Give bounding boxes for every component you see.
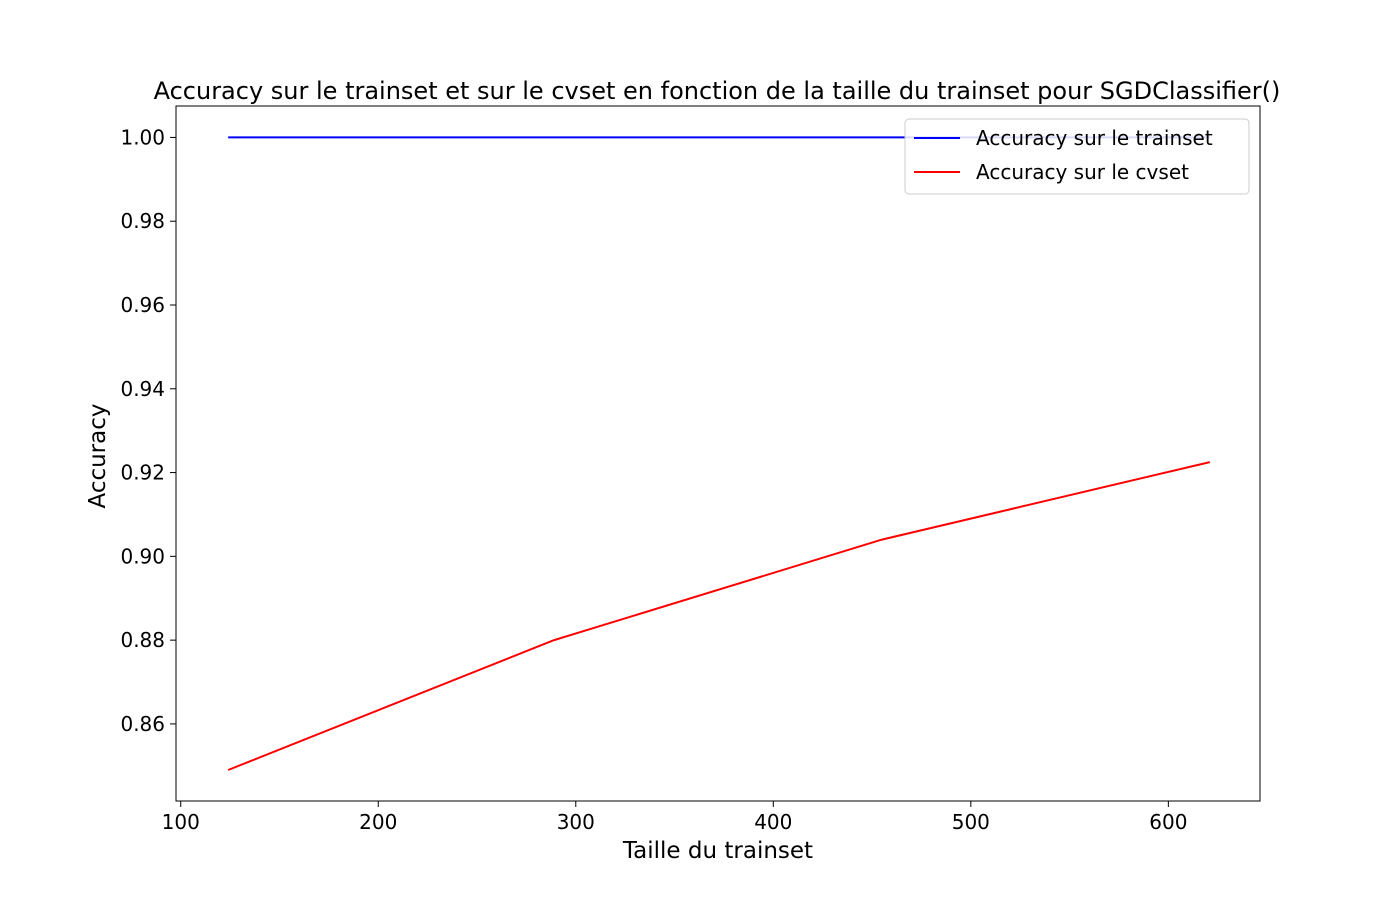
- y-tick-label: 0.88: [120, 628, 165, 652]
- x-tick-label: 300: [557, 810, 595, 834]
- legend-box: [904, 118, 1250, 195]
- series-line-2: [227, 461, 1211, 771]
- y-axis-label: Accuracy: [85, 403, 111, 508]
- x-axis-ticks: 100 200 300 400 500 600: [162, 801, 1187, 834]
- y-axis-ticks: 0.86 0.88 0.90 0.92 0.94 0.96 0.98 1.00: [120, 125, 176, 736]
- y-tick-label: 0.86: [120, 712, 165, 736]
- y-tick-label: 0.94: [120, 377, 165, 401]
- plot-area: 100 200 300 400 500 600 0.860.880.900.920.940…: [120, 105, 1261, 834]
- chart-title: Accuracy sur le trainset et sur le cvset…: [154, 77, 1281, 105]
- x-tick-label: 600: [1149, 810, 1187, 834]
- legend: Accuracy sur le trainset Accuracy sur le …: [904, 118, 1250, 195]
- plot-frame: [175, 105, 1261, 802]
- x-tick-label: 400: [754, 810, 792, 834]
- legend-entries: Accuracy sur le trainset Accuracy sur le …: [914, 126, 1213, 184]
- x-tick-label: 500: [952, 810, 990, 834]
- x-axis-label: Taille du trainset: [622, 838, 813, 864]
- legend-label-1: Accuracy sur le trainset: [976, 126, 1213, 150]
- y-tick-label: 0.90: [120, 544, 165, 568]
- legend-label-2: Accuracy sur le cvset: [976, 160, 1189, 184]
- x-tick-label: 200: [359, 810, 397, 834]
- x-tick-label: 100: [162, 810, 200, 834]
- y-tick-label: 1.00: [120, 125, 165, 149]
- y-tick-label: 0.98: [120, 209, 165, 233]
- y-tick-label: 0.92: [120, 461, 165, 485]
- y-tick-label: 0.96: [120, 293, 165, 317]
